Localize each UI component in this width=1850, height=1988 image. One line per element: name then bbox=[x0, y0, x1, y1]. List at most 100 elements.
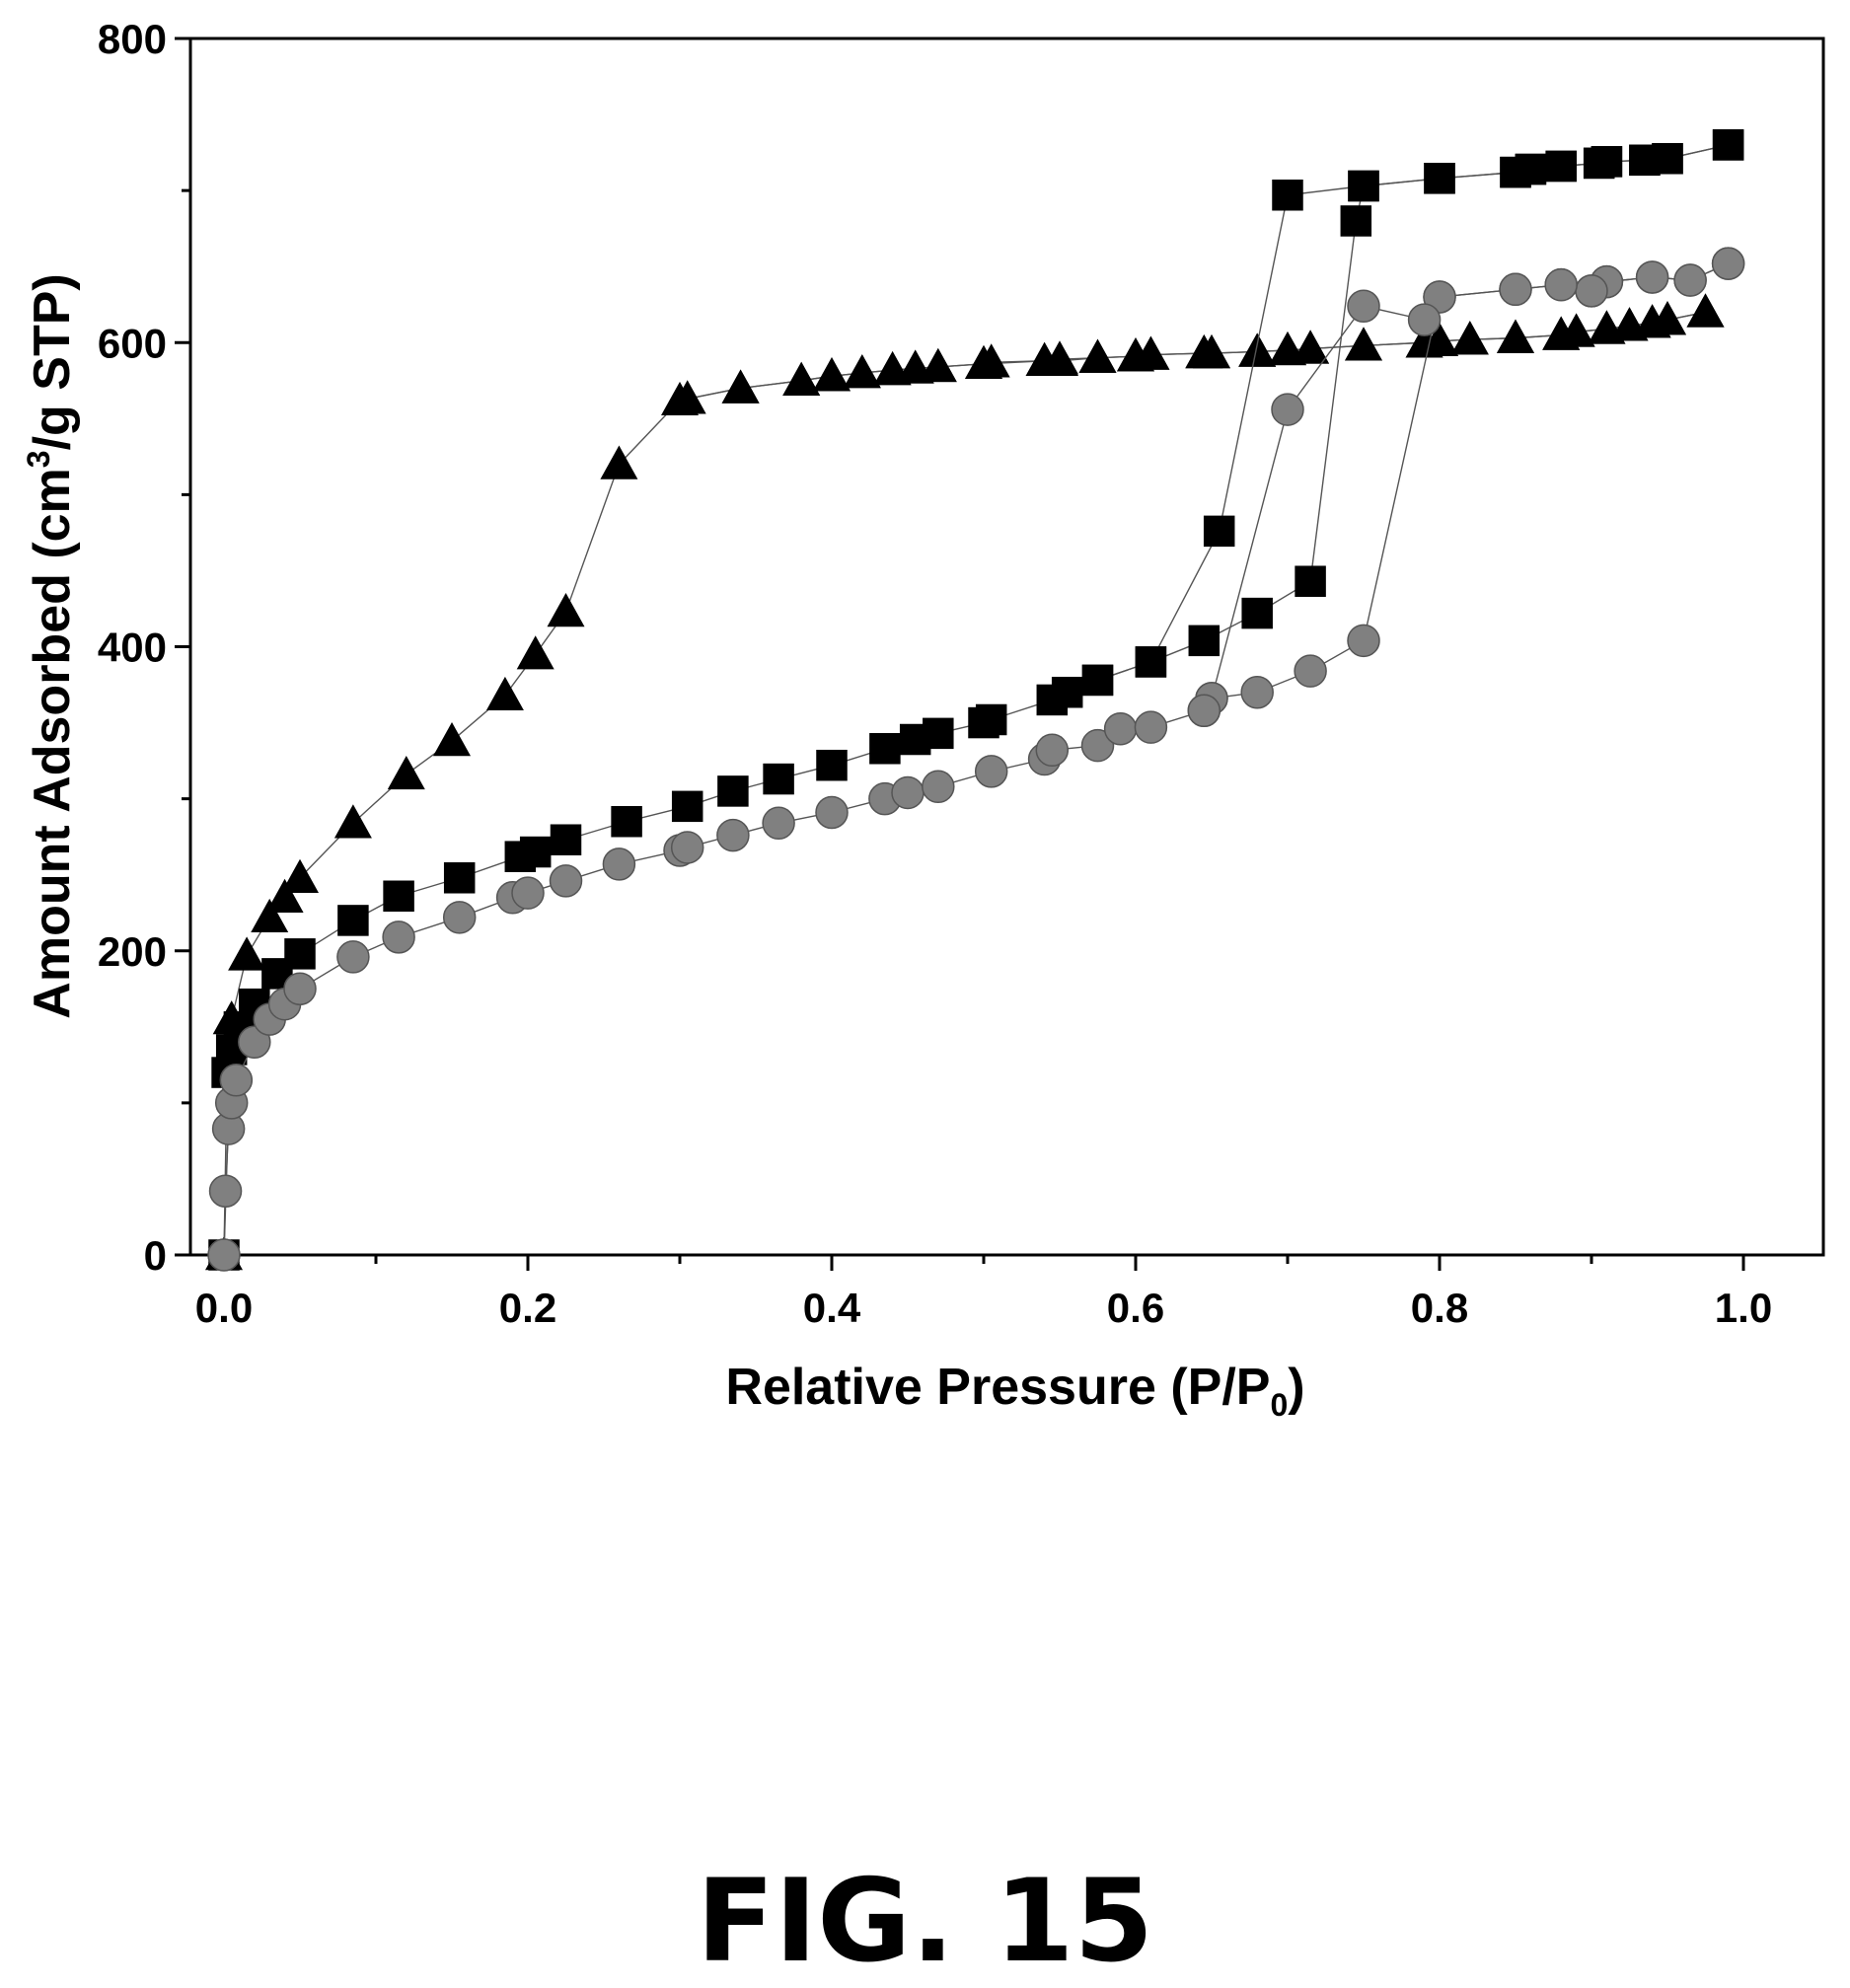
circle-point bbox=[1294, 654, 1327, 688]
y-tick-label: 0 bbox=[144, 1232, 167, 1279]
figure-label: FIG. 15 bbox=[696, 1855, 1154, 1988]
square-point bbox=[1135, 646, 1167, 678]
square-point bbox=[611, 805, 642, 838]
circle-point bbox=[1080, 728, 1115, 763]
x-axis-title: Relative Pressure (P/P0) bbox=[725, 1359, 1304, 1423]
isotherm-chart: 0.0 0.2 0.4 0.6 0.8 1.0 0 200 400 600 800 Relative… bbox=[21, 16, 1825, 1423]
circle-point bbox=[1187, 694, 1221, 727]
square-point bbox=[1348, 170, 1379, 202]
x-tick-label: 1.0 bbox=[1715, 1285, 1772, 1331]
triangle-point bbox=[782, 361, 821, 396]
square-point bbox=[383, 880, 414, 913]
circle-point bbox=[1711, 247, 1745, 280]
square-point bbox=[923, 717, 954, 750]
circle-point bbox=[670, 831, 704, 864]
circle-point bbox=[1499, 272, 1532, 307]
triangle-point bbox=[265, 878, 304, 914]
square-point bbox=[284, 938, 316, 970]
square-point bbox=[763, 763, 794, 795]
triangle-adsorption-line bbox=[223, 311, 1706, 1256]
triangle-point bbox=[919, 347, 957, 383]
square-point bbox=[671, 790, 703, 823]
y-tick-label: 200 bbox=[98, 928, 167, 975]
triangle-point bbox=[516, 635, 555, 670]
square-desorption-line bbox=[1097, 144, 1729, 682]
triangle-point bbox=[433, 722, 471, 757]
y-tick-label: 400 bbox=[98, 625, 167, 671]
circle-point bbox=[1347, 289, 1380, 324]
square-point bbox=[1583, 147, 1615, 180]
triangle-point bbox=[1238, 332, 1277, 367]
square-point bbox=[1500, 156, 1531, 188]
circle-point bbox=[1134, 710, 1168, 744]
circle-point bbox=[283, 972, 317, 1006]
circle-point bbox=[382, 920, 415, 954]
circle-point bbox=[511, 876, 545, 910]
triangle-point bbox=[1542, 316, 1581, 350]
square-adsorption-line bbox=[223, 144, 1729, 1256]
triangle-point bbox=[251, 898, 289, 933]
square-point bbox=[1712, 129, 1744, 161]
triangle-point bbox=[1185, 334, 1223, 369]
triangle-point bbox=[1405, 324, 1443, 358]
triangle-point bbox=[547, 593, 585, 627]
circle-point bbox=[1673, 263, 1707, 297]
square-point bbox=[869, 733, 901, 765]
square-point bbox=[1424, 163, 1455, 194]
x-tick-label: 0.6 bbox=[1107, 1285, 1164, 1331]
triangle-point bbox=[873, 350, 912, 386]
circle-point bbox=[1240, 675, 1274, 709]
square-point bbox=[1241, 597, 1273, 629]
triangle-point bbox=[668, 380, 706, 414]
circle-point bbox=[219, 1064, 254, 1097]
y-axis-title: Amount Adsorbed (cm3/g STP) bbox=[21, 273, 81, 1018]
circle-point bbox=[974, 755, 1008, 788]
square-point bbox=[1295, 565, 1326, 597]
triangle-point bbox=[387, 755, 425, 790]
square-point bbox=[1272, 179, 1303, 211]
triangle-point bbox=[1610, 307, 1649, 341]
triangle-point bbox=[1686, 293, 1725, 328]
circle-point bbox=[1544, 267, 1578, 302]
square-point bbox=[816, 749, 848, 781]
square-point bbox=[1545, 150, 1577, 183]
x-tick-label: 0.2 bbox=[499, 1285, 556, 1331]
square-point bbox=[1188, 625, 1221, 657]
x-tick-label: 0.4 bbox=[803, 1285, 861, 1331]
triangle-point bbox=[1497, 319, 1534, 353]
circle-point bbox=[891, 775, 925, 810]
axis-ticks: 0.0 0.2 0.4 0.6 0.8 1.0 0 200 400 600 800 bbox=[98, 16, 1772, 1331]
triangle-point bbox=[1292, 330, 1330, 364]
triangle-point bbox=[1025, 341, 1064, 376]
circle-adsorption-line bbox=[223, 262, 1729, 1256]
square-point bbox=[1629, 144, 1661, 177]
circle-point bbox=[336, 940, 370, 974]
x-tick-label: 0.8 bbox=[1411, 1285, 1468, 1331]
circle-point bbox=[1271, 393, 1304, 426]
triangle-point bbox=[1078, 338, 1117, 373]
triangle-point bbox=[485, 676, 524, 711]
square-point bbox=[1051, 676, 1083, 708]
triangle-point bbox=[1117, 337, 1154, 372]
square-series bbox=[208, 129, 1744, 1271]
triangle-point bbox=[281, 858, 319, 893]
circle-point bbox=[1407, 303, 1442, 336]
circle-point bbox=[762, 806, 795, 841]
circle-series bbox=[207, 247, 1745, 1272]
circle-point bbox=[1347, 624, 1380, 658]
circle-point bbox=[1035, 733, 1070, 768]
square-point bbox=[337, 905, 369, 936]
triangle-point bbox=[1588, 310, 1626, 344]
circle-point bbox=[815, 795, 849, 830]
square-point bbox=[1340, 205, 1372, 237]
square-point bbox=[443, 862, 476, 894]
triangle-point bbox=[1269, 331, 1306, 366]
circle-point bbox=[1575, 274, 1608, 308]
y-tick-label: 600 bbox=[98, 320, 167, 366]
triangle-point bbox=[600, 445, 638, 479]
circle-point bbox=[1103, 711, 1138, 746]
triangle-point bbox=[721, 369, 760, 404]
triangle-point bbox=[228, 936, 266, 971]
square-point bbox=[550, 824, 582, 855]
square-point bbox=[519, 836, 552, 868]
